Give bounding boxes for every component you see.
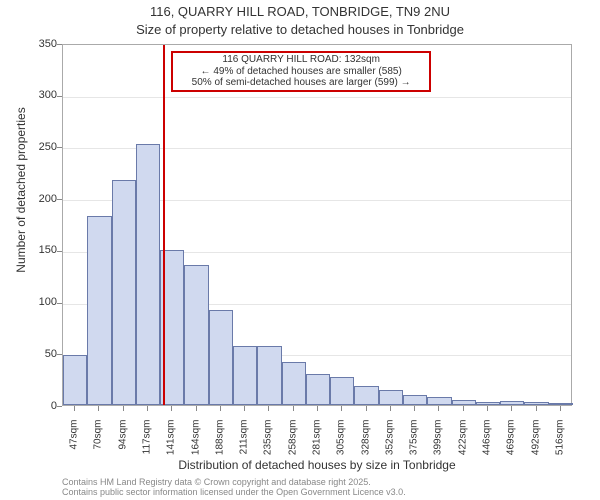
- x-tick-label: 305sqm: [336, 420, 347, 470]
- histogram-bar: [330, 377, 354, 405]
- reference-callout: 116 QUARRY HILL ROAD: 132sqm← 49% of det…: [171, 51, 431, 92]
- histogram-bar: [306, 374, 330, 405]
- y-tick: [57, 303, 62, 304]
- x-tick: [341, 406, 342, 411]
- attribution-line2: Contains public sector information licen…: [62, 488, 590, 498]
- callout-line: 50% of semi-detached houses are larger (…: [192, 77, 411, 89]
- histogram-bar: [427, 397, 451, 405]
- y-tick: [57, 147, 62, 148]
- x-tick-label: 422sqm: [457, 420, 468, 470]
- chart-title-line2: Size of property relative to detached ho…: [0, 22, 600, 37]
- callout-line: 116 QUARRY HILL ROAD: 132sqm: [222, 54, 379, 66]
- x-tick-label: 399sqm: [433, 420, 444, 470]
- x-tick: [98, 406, 99, 411]
- x-tick-label: 117sqm: [142, 420, 153, 470]
- histogram-bar: [549, 403, 573, 405]
- x-tick-label: 235sqm: [263, 420, 274, 470]
- chart-container: 116, QUARRY HILL ROAD, TONBRIDGE, TN9 2N…: [0, 0, 600, 500]
- x-tick-label: 352sqm: [384, 420, 395, 470]
- histogram-bar: [403, 395, 427, 405]
- x-tick: [560, 406, 561, 411]
- x-tick-label: 258sqm: [287, 420, 298, 470]
- y-tick: [57, 354, 62, 355]
- histogram-bar: [233, 346, 257, 405]
- x-tick: [317, 406, 318, 411]
- x-tick-label: 281sqm: [312, 420, 323, 470]
- y-gridline: [63, 97, 571, 98]
- y-tick-label: 100: [27, 296, 57, 308]
- histogram-bar: [136, 144, 160, 405]
- x-tick-label: 211sqm: [239, 420, 250, 470]
- x-tick: [438, 406, 439, 411]
- x-tick-label: 70sqm: [93, 420, 104, 470]
- x-tick-label: 188sqm: [214, 420, 225, 470]
- x-tick: [463, 406, 464, 411]
- x-tick-label: 141sqm: [166, 420, 177, 470]
- x-tick: [123, 406, 124, 411]
- y-tick: [57, 199, 62, 200]
- x-tick-label: 446sqm: [482, 420, 493, 470]
- x-tick: [171, 406, 172, 411]
- histogram-bar: [112, 180, 136, 405]
- x-tick-label: 469sqm: [506, 420, 517, 470]
- histogram-bar: [209, 310, 233, 405]
- y-tick-label: 50: [27, 348, 57, 360]
- histogram-bar: [524, 402, 548, 405]
- histogram-bar: [476, 402, 500, 405]
- callout-line: ← 49% of detached houses are smaller (58…: [201, 66, 402, 78]
- x-tick-label: 516sqm: [554, 420, 565, 470]
- x-tick-label: 375sqm: [409, 420, 420, 470]
- y-tick-label: 150: [27, 244, 57, 256]
- y-tick-label: 250: [27, 141, 57, 153]
- histogram-bar: [87, 216, 111, 405]
- histogram-bar: [452, 400, 476, 405]
- y-tick: [57, 44, 62, 45]
- histogram-bar: [354, 386, 378, 405]
- x-tick: [487, 406, 488, 411]
- x-tick: [220, 406, 221, 411]
- x-tick: [390, 406, 391, 411]
- x-tick: [74, 406, 75, 411]
- x-tick: [511, 406, 512, 411]
- x-tick: [244, 406, 245, 411]
- attribution: Contains HM Land Registry data © Crown c…: [62, 478, 590, 498]
- plot-area: 116 QUARRY HILL ROAD: 132sqm← 49% of det…: [62, 44, 572, 406]
- y-tick-label: 0: [27, 400, 57, 412]
- x-tick: [268, 406, 269, 411]
- y-tick-label: 200: [27, 193, 57, 205]
- y-tick: [57, 251, 62, 252]
- histogram-bar: [257, 346, 281, 405]
- x-tick: [196, 406, 197, 411]
- x-tick: [414, 406, 415, 411]
- reference-line: [163, 45, 165, 405]
- y-tick: [57, 96, 62, 97]
- x-tick: [366, 406, 367, 411]
- histogram-bar: [184, 265, 208, 405]
- x-tick-label: 94sqm: [117, 420, 128, 470]
- x-tick-label: 164sqm: [190, 420, 201, 470]
- y-tick-label: 350: [27, 38, 57, 50]
- y-tick: [57, 406, 62, 407]
- histogram-bar: [500, 401, 524, 405]
- x-tick-label: 492sqm: [530, 420, 541, 470]
- histogram-bar: [63, 355, 87, 405]
- y-axis-label: Number of detached properties: [14, 50, 28, 330]
- histogram-bar: [282, 362, 306, 405]
- x-tick-label: 47sqm: [69, 420, 80, 470]
- x-tick-label: 328sqm: [360, 420, 371, 470]
- x-tick: [147, 406, 148, 411]
- chart-title-line1: 116, QUARRY HILL ROAD, TONBRIDGE, TN9 2N…: [0, 4, 600, 19]
- histogram-bar: [379, 390, 403, 406]
- y-tick-label: 300: [27, 89, 57, 101]
- x-tick: [293, 406, 294, 411]
- x-tick: [536, 406, 537, 411]
